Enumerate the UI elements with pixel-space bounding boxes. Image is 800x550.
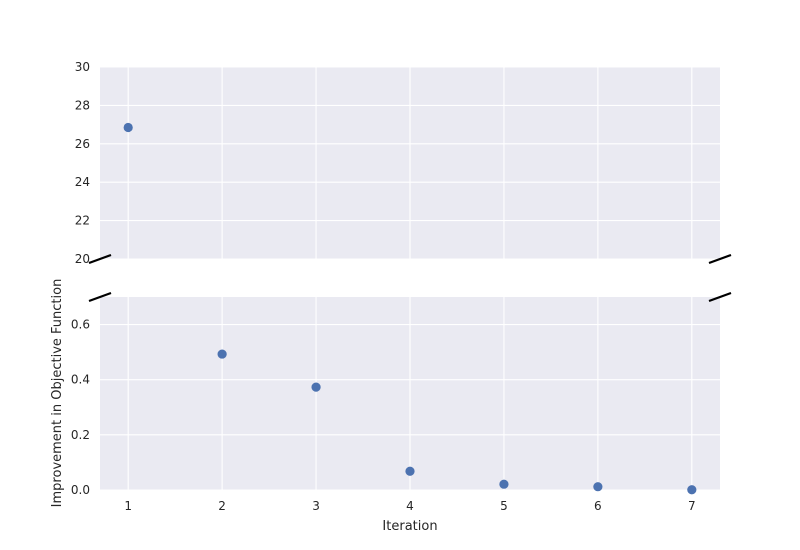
data-point — [593, 482, 603, 492]
upper-y-tick-label: 28 — [75, 98, 90, 112]
lower-y-tick-label: 0.0 — [71, 483, 90, 497]
axis-break-mark — [708, 291, 732, 303]
lower-y-tick-label: 0.4 — [71, 373, 90, 387]
data-point — [499, 479, 509, 489]
upper-y-tick-label: 24 — [75, 175, 90, 189]
axis-break-mark — [88, 291, 112, 303]
x-tick-label: 5 — [500, 499, 508, 513]
upper-y-tick-label: 30 — [75, 60, 90, 74]
tick-labels: 1 2 3 4 5 6 7 20 22 24 26 28 30 0.0 0.2 0.4 0.6 — [71, 60, 696, 513]
x-tick-label: 4 — [406, 499, 414, 513]
axis-break-marks — [88, 253, 732, 303]
x-axis-label: Iteration — [382, 519, 437, 534]
x-tick-label: 7 — [688, 499, 696, 513]
data-point — [217, 349, 227, 359]
x-tick-label: 3 — [312, 499, 320, 513]
lower-y-tick-label: 0.2 — [71, 428, 90, 442]
x-tick-label: 6 — [594, 499, 602, 513]
x-tick-label: 2 — [218, 499, 226, 513]
data-point — [311, 382, 321, 392]
axis-break-mark — [708, 253, 732, 265]
upper-y-tick-label: 20 — [75, 252, 90, 266]
data-point — [687, 485, 697, 495]
data-points — [123, 122, 697, 495]
upper-y-tick-label: 22 — [75, 214, 90, 228]
axis-break-mark — [88, 253, 112, 265]
data-point — [123, 122, 133, 133]
y-axis-label: Improvement in Objective Function — [50, 279, 65, 508]
upper-y-tick-label: 26 — [75, 137, 90, 151]
x-tick-label: 1 — [124, 499, 132, 513]
lower-y-tick-label: 0.6 — [71, 318, 90, 332]
gridlines — [100, 66, 720, 491]
data-point — [405, 466, 415, 476]
